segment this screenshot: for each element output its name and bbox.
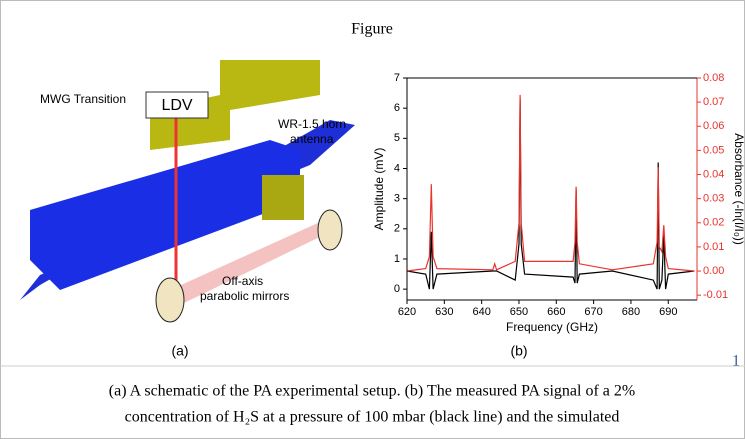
x-tick-label: 660 (547, 306, 565, 318)
waveguide (30, 140, 300, 290)
y2-tick-label: 0.06 (703, 120, 724, 132)
ldv-label: LDV (161, 97, 192, 114)
y2-tick-label: 0.00 (703, 265, 724, 277)
page-number: 1 (732, 353, 740, 370)
y2-tick-label: 0.01 (703, 241, 724, 253)
y-tick-label: 3 (394, 193, 400, 205)
x-axis-label: Frequency (GHz) (506, 320, 598, 334)
mwg-label: MWG Transition (40, 92, 126, 106)
y2-axis-label: Absorbance (-ln(I/I₀)) (732, 133, 745, 245)
caption-line: (a) A schematic of the PA experimental s… (109, 383, 635, 400)
figure-title: Figure (351, 21, 393, 38)
ldv-box (145, 91, 209, 119)
x-tick-label: 670 (584, 306, 602, 318)
mirror-label: parabolic mirrors (200, 289, 289, 303)
y-axis-label: Amplitude (mV) (372, 148, 386, 231)
y2-tick-label: 0.07 (703, 96, 724, 108)
y2-tick-label: 0.02 (703, 217, 724, 229)
y2-tick-label: 0.04 (703, 168, 724, 180)
y2-tick-label: 0.03 (703, 193, 724, 205)
mirror-label: Off-axis (222, 274, 263, 288)
y2-tick-label: 0.05 (703, 144, 724, 156)
panel-label: (a) (171, 343, 188, 359)
y2-tick-label: 0.08 (703, 72, 724, 84)
y-tick-label: 0 (394, 283, 400, 295)
schematic: LDV MWG Transition WR-1.5 horn antenna O… (20, 60, 355, 323)
x-tick-label: 620 (398, 306, 416, 318)
y-tick-label: 5 (394, 132, 400, 144)
mirror (155, 277, 185, 323)
mirror (317, 209, 343, 251)
x-tick-label: 630 (435, 306, 453, 318)
chart: 620 630 640 650 660 670 680 690 0 1 2 3 4 5 6 7 -0.01 0.0… (372, 72, 745, 334)
series-line (406, 94, 695, 272)
x-tick-label: 650 (510, 306, 528, 318)
y-tick-label: 1 (394, 253, 400, 265)
y-tick-label: 2 (394, 223, 400, 235)
x-tick-label: 640 (472, 306, 490, 318)
transition (150, 60, 320, 150)
beam-path (170, 222, 330, 305)
x-tick-label: 680 (622, 306, 640, 318)
y-tick-label: 4 (394, 162, 400, 174)
horn-label: WR-1.5 horn (278, 117, 346, 131)
horn (262, 175, 304, 220)
y-tick-label: 7 (394, 72, 400, 84)
horn-label: antenna (290, 132, 334, 146)
caption-line: concentration of H₂S at a pressure of 10… (125, 409, 620, 426)
x-tick-label: 690 (659, 306, 677, 318)
y-tick-label: 6 (394, 102, 400, 114)
y2-tick-label: -0.01 (703, 289, 728, 301)
panel-label: (b) (510, 343, 527, 359)
series-line (406, 99, 695, 290)
